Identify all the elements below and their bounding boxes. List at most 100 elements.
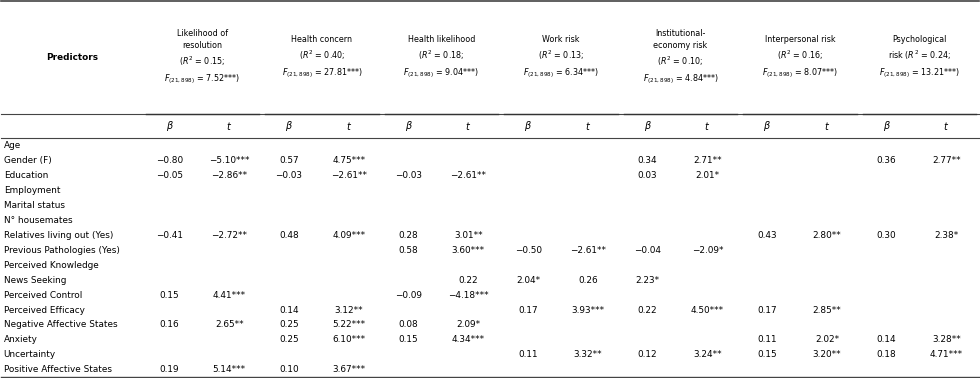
Text: −2.61**: −2.61**: [451, 171, 486, 180]
Text: $\beta$: $\beta$: [763, 119, 771, 133]
Text: $\beta$: $\beta$: [166, 119, 173, 133]
Text: Health likelihood
($R^2$ = 0.18;
$F_{(21,898)}$ = 9.04***): Health likelihood ($R^2$ = 0.18; $F_{(21…: [404, 35, 479, 80]
Text: −0.80: −0.80: [156, 156, 183, 165]
Text: −4.18***: −4.18***: [448, 291, 489, 300]
Text: $t$: $t$: [226, 120, 232, 132]
Text: $t$: $t$: [824, 120, 830, 132]
Text: 0.28: 0.28: [399, 231, 418, 240]
Text: 4.09***: 4.09***: [332, 231, 366, 240]
Text: 0.15: 0.15: [758, 350, 777, 359]
Text: 0.03: 0.03: [638, 171, 658, 180]
Text: −2.86**: −2.86**: [212, 171, 247, 180]
Text: 0.16: 0.16: [160, 321, 179, 330]
Text: Perceived Control: Perceived Control: [4, 291, 82, 300]
Text: −0.41: −0.41: [156, 231, 183, 240]
Text: 0.19: 0.19: [160, 365, 179, 374]
Text: −5.10***: −5.10***: [209, 156, 250, 165]
Text: 0.34: 0.34: [638, 156, 658, 165]
Text: Positive Affective States: Positive Affective States: [4, 365, 112, 374]
Text: Marital status: Marital status: [4, 201, 65, 210]
Text: $\beta$: $\beta$: [524, 119, 532, 133]
Text: 0.17: 0.17: [758, 305, 777, 314]
Text: $\beta$: $\beta$: [405, 119, 413, 133]
Text: $t$: $t$: [585, 120, 591, 132]
Text: Likelihood of
resolution
($R^2$ = 0.15;
$F_{(21,898)}$ = 7.52***): Likelihood of resolution ($R^2$ = 0.15; …: [165, 29, 240, 86]
Text: −0.50: −0.50: [514, 246, 542, 255]
Text: 2.23*: 2.23*: [636, 276, 660, 285]
Text: 4.50***: 4.50***: [691, 305, 724, 314]
Text: 2.38*: 2.38*: [934, 231, 958, 240]
Text: $\beta$: $\beta$: [285, 119, 293, 133]
Text: $t$: $t$: [346, 120, 352, 132]
Text: 5.22***: 5.22***: [332, 321, 366, 330]
Text: 4.71***: 4.71***: [930, 350, 963, 359]
Text: 2.80**: 2.80**: [812, 231, 841, 240]
Text: −0.05: −0.05: [156, 171, 183, 180]
Text: 2.85**: 2.85**: [812, 305, 841, 314]
Text: 4.75***: 4.75***: [332, 156, 366, 165]
Text: 4.34***: 4.34***: [452, 335, 485, 344]
Text: N° housemates: N° housemates: [4, 216, 73, 225]
Text: Uncertainty: Uncertainty: [4, 350, 56, 359]
Text: 0.18: 0.18: [877, 350, 897, 359]
Text: $t$: $t$: [705, 120, 710, 132]
Text: 0.12: 0.12: [638, 350, 658, 359]
Text: 0.15: 0.15: [160, 291, 179, 300]
Text: 0.30: 0.30: [877, 231, 897, 240]
Text: 0.11: 0.11: [758, 335, 777, 344]
Text: 0.26: 0.26: [578, 276, 598, 285]
Text: $t$: $t$: [944, 120, 950, 132]
Text: Negative Affective States: Negative Affective States: [4, 321, 118, 330]
Text: 0.10: 0.10: [279, 365, 299, 374]
Text: Interpersonal risk
($R^2$ = 0.16;
$F_{(21,898)}$ = 8.07***): Interpersonal risk ($R^2$ = 0.16; $F_{(2…: [762, 35, 838, 80]
Text: 3.32**: 3.32**: [573, 350, 602, 359]
Text: −0.09: −0.09: [395, 291, 422, 300]
Text: 3.67***: 3.67***: [332, 365, 366, 374]
Text: 0.58: 0.58: [399, 246, 418, 255]
Text: −2.61**: −2.61**: [569, 246, 606, 255]
Text: 0.08: 0.08: [399, 321, 418, 330]
Text: 4.41***: 4.41***: [213, 291, 246, 300]
Text: $t$: $t$: [466, 120, 471, 132]
Text: Relatives living out (Yes): Relatives living out (Yes): [4, 231, 113, 240]
Text: 6.10***: 6.10***: [332, 335, 366, 344]
Text: 0.43: 0.43: [758, 231, 777, 240]
Text: 2.02*: 2.02*: [814, 335, 839, 344]
Text: 2.71**: 2.71**: [693, 156, 721, 165]
Text: 0.22: 0.22: [459, 276, 478, 285]
Text: 5.14***: 5.14***: [213, 365, 246, 374]
Text: Anxiety: Anxiety: [4, 335, 37, 344]
Text: Psychological
risk ($R^2$ = 0.24;
$F_{(21,898)}$ = 13.21***): Psychological risk ($R^2$ = 0.24; $F_{(2…: [879, 35, 959, 80]
Text: Gender (F): Gender (F): [4, 156, 51, 165]
Text: Health concern
($R^2$ = 0.40;
$F_{(21,898)}$ = 27.81***): Health concern ($R^2$ = 0.40; $F_{(21,89…: [281, 35, 363, 80]
Text: 0.25: 0.25: [279, 321, 299, 330]
Text: 3.20**: 3.20**: [812, 350, 841, 359]
Text: News Seeking: News Seeking: [4, 276, 66, 285]
Text: 2.09*: 2.09*: [457, 321, 480, 330]
Text: 2.77**: 2.77**: [932, 156, 960, 165]
Text: Institutional-
economy risk
($R^2$ = 0.10;
$F_{(21,898)}$ = 4.84***): Institutional- economy risk ($R^2$ = 0.1…: [643, 29, 718, 86]
Text: 0.17: 0.17: [518, 305, 538, 314]
Text: −2.72**: −2.72**: [212, 231, 247, 240]
Text: −0.03: −0.03: [275, 171, 303, 180]
Text: 0.57: 0.57: [279, 156, 299, 165]
Text: Perceived Efficacy: Perceived Efficacy: [4, 305, 84, 314]
Text: −0.03: −0.03: [395, 171, 422, 180]
Text: 0.11: 0.11: [518, 350, 538, 359]
Text: 0.22: 0.22: [638, 305, 658, 314]
Text: 0.48: 0.48: [279, 231, 299, 240]
Text: 3.01**: 3.01**: [454, 231, 482, 240]
Text: Perceived Knowledge: Perceived Knowledge: [4, 261, 98, 270]
Text: Age: Age: [4, 141, 21, 150]
Text: 3.93***: 3.93***: [571, 305, 605, 314]
Text: 3.28**: 3.28**: [932, 335, 960, 344]
Text: 3.60***: 3.60***: [452, 246, 485, 255]
Text: $\beta$: $\beta$: [883, 119, 891, 133]
Text: Previous Pathologies (Yes): Previous Pathologies (Yes): [4, 246, 120, 255]
Text: 2.01*: 2.01*: [696, 171, 719, 180]
Text: 2.65**: 2.65**: [215, 321, 244, 330]
Text: Education: Education: [4, 171, 48, 180]
Text: −2.61**: −2.61**: [331, 171, 367, 180]
Text: 3.24**: 3.24**: [693, 350, 721, 359]
Text: $\beta$: $\beta$: [644, 119, 652, 133]
